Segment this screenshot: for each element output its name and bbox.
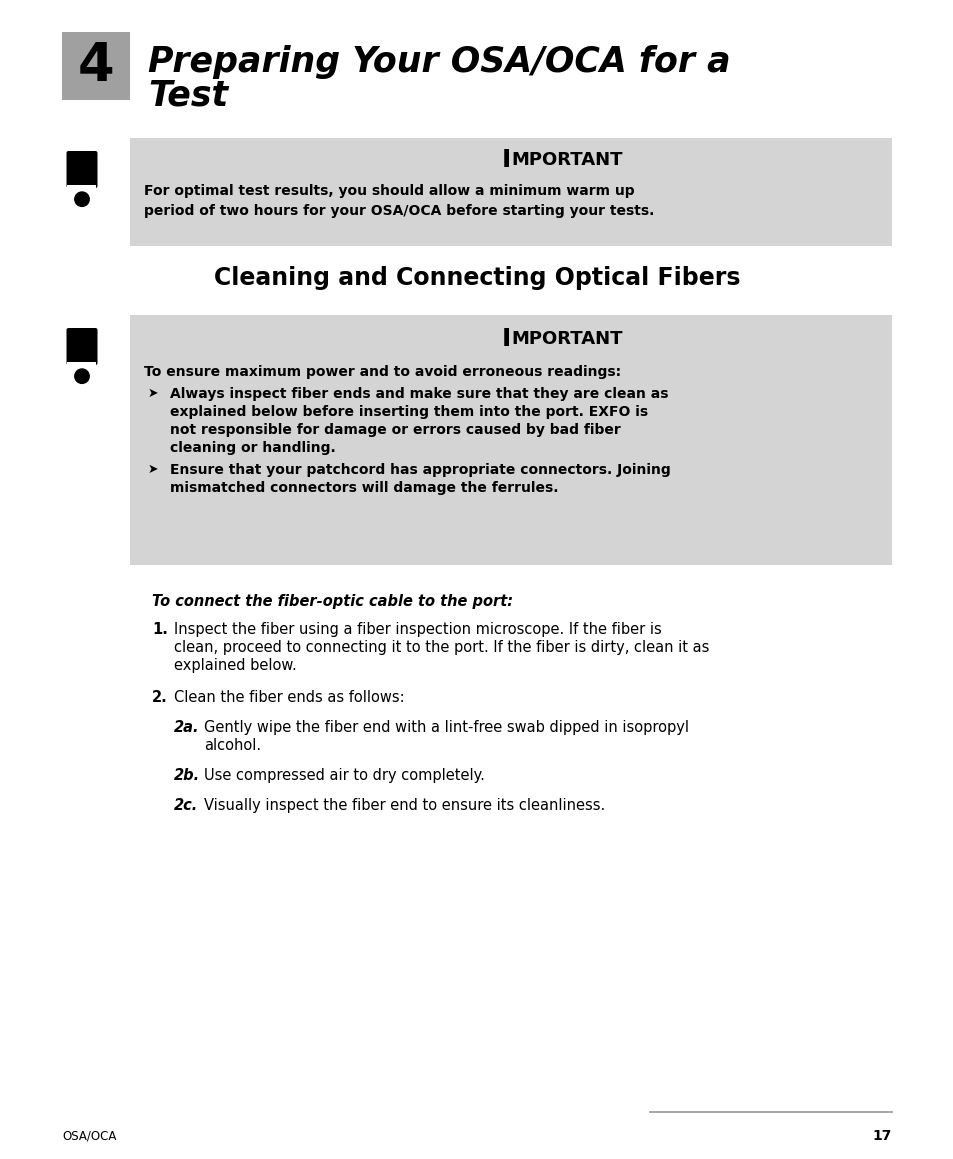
Text: 17: 17 [872,1129,891,1143]
Text: Use compressed air to dry completely.: Use compressed air to dry completely. [204,768,484,783]
Text: To ensure maximum power and to avoid erroneous readings:: To ensure maximum power and to avoid err… [144,365,620,379]
Text: ➤: ➤ [148,387,158,400]
Text: Visually inspect the fiber end to ensure its cleanliness.: Visually inspect the fiber end to ensure… [204,799,604,812]
Text: Inspect the fiber using a fiber inspection microscope. If the fiber is: Inspect the fiber using a fiber inspecti… [173,622,661,637]
Text: clean, proceed to connecting it to the port. If the fiber is dirty, clean it as: clean, proceed to connecting it to the p… [173,640,709,655]
Text: MPORTANT: MPORTANT [511,151,622,169]
Text: period of two hours for your OSA/OCA before starting your tests.: period of two hours for your OSA/OCA bef… [144,204,654,218]
Circle shape [74,369,90,384]
Text: explained below.: explained below. [173,658,296,673]
Text: not responsible for damage or errors caused by bad fiber: not responsible for damage or errors cau… [170,423,620,437]
Text: 2.: 2. [152,690,168,705]
Circle shape [74,192,90,206]
Text: 1.: 1. [152,622,168,637]
Text: OSA/OCA: OSA/OCA [62,1130,116,1143]
Text: Always inspect fiber ends and make sure that they are clean as: Always inspect fiber ends and make sure … [170,387,668,401]
Text: mismatched connectors will damage the ferrules.: mismatched connectors will damage the fe… [170,481,558,495]
FancyBboxPatch shape [67,328,97,365]
Text: Gently wipe the fiber end with a lint-free swab dipped in isopropyl: Gently wipe the fiber end with a lint-fr… [204,720,688,735]
Text: 2a.: 2a. [173,720,199,735]
Text: Ensure that your patchcord has appropriate connectors. Joining: Ensure that your patchcord has appropria… [170,462,670,478]
Text: MPORTANT: MPORTANT [511,330,622,348]
Text: cleaning or handling.: cleaning or handling. [170,442,335,455]
Text: 2c.: 2c. [173,799,198,812]
Bar [130,315,891,564]
Text: I: I [501,327,511,351]
Text: I: I [501,148,511,172]
FancyBboxPatch shape [67,151,97,188]
Text: Cleaning and Connecting Optical Fibers: Cleaning and Connecting Optical Fibers [213,267,740,290]
Text: Clean the fiber ends as follows:: Clean the fiber ends as follows: [173,690,404,705]
Bar [130,138,891,246]
Bar [62,32,130,100]
FancyBboxPatch shape [68,185,96,190]
Text: For optimal test results, you should allow a minimum warm up: For optimal test results, you should all… [144,184,634,198]
Text: 2b.: 2b. [173,768,200,783]
Text: ➤: ➤ [148,462,158,476]
FancyBboxPatch shape [68,362,96,367]
Text: Preparing Your OSA/OCA for a: Preparing Your OSA/OCA for a [148,45,730,79]
Text: alcohol.: alcohol. [204,738,261,753]
Text: Test: Test [148,79,228,112]
Text: 4: 4 [77,41,114,92]
Text: To connect the fiber-optic cable to the port:: To connect the fiber-optic cable to the … [152,595,513,608]
Text: explained below before inserting them into the port. EXFO is: explained below before inserting them in… [170,404,647,420]
